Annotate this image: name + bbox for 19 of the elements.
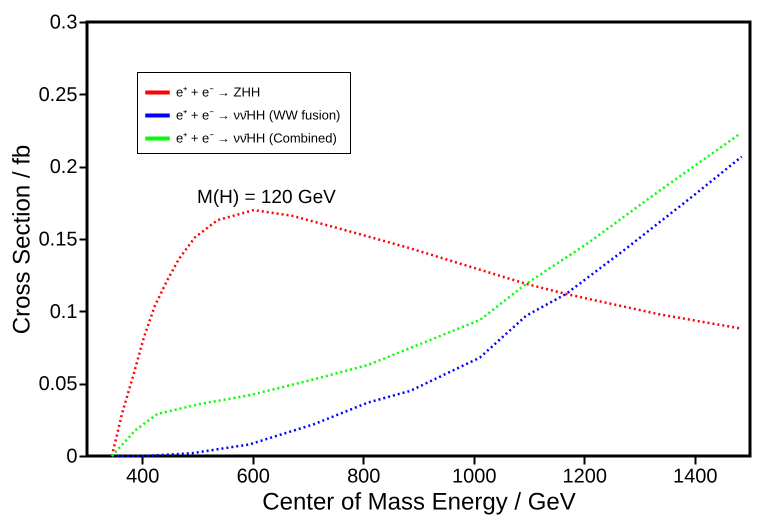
y-tick-label: 0.1 [50,300,78,323]
y-tick-label: 0.25 [38,84,78,106]
annotation: M(H) = 120 GeV [197,187,336,208]
x-axis-title: Center of Mass Energy / GeV [262,488,576,516]
y-tick-label: 0.15 [38,228,78,250]
x-tick-label: 400 [126,466,160,488]
x-tick-label: 800 [347,466,380,488]
legend-label: e⁺ + e⁻ → νν̄HH (WW fusion) [176,108,340,122]
y-tick-label: 0.2 [50,156,78,178]
y-tick-label: 0.3 [50,12,78,34]
x-tick-label: 1400 [673,466,718,488]
x-tick-label: 1000 [452,466,496,488]
legend-label: e⁺ + e⁻ → ZHH [176,84,260,100]
x-tick-label: 600 [236,466,270,488]
y-axis-title: Cross Section / fb [8,144,36,334]
x-tick-label: 1200 [562,466,607,488]
y-tick-label: 0 [66,446,78,468]
y-tick-label: 0.05 [38,373,78,396]
legend-label: e⁺ + e⁻ → νν̄HH (Combined) [176,130,337,146]
